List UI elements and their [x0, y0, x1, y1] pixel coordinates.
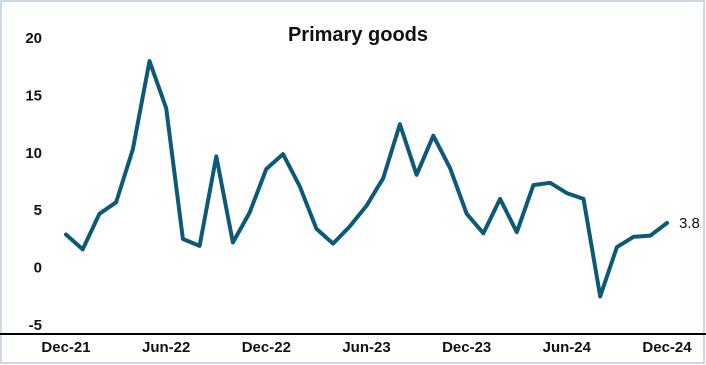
x-tick-label: Jun-23	[342, 339, 390, 356]
end-value-label: 3.8	[679, 215, 700, 232]
y-tick-label: 20	[25, 30, 42, 47]
chart-title: Primary goods	[288, 24, 428, 46]
x-tick-label: Dec-24	[642, 339, 692, 356]
y-axis-ticks: -5 0 5 10 15 20	[25, 30, 42, 334]
y-tick-label: 0	[34, 260, 42, 277]
y-tick-label: 15	[25, 87, 42, 104]
x-tick-label: Dec-22	[242, 339, 291, 356]
x-axis-ticks: Dec-21 Jun-22 Dec-22 Jun-23 Dec-23 Jun-24 Dec-…	[41, 339, 692, 356]
y-tick-label: -5	[29, 317, 42, 334]
y-tick-label: 5	[34, 202, 42, 219]
series-line	[64, 59, 669, 299]
x-tick-label: Dec-23	[442, 339, 491, 356]
y-tick-label: 10	[25, 145, 42, 162]
x-tick-label: Jun-22	[142, 339, 190, 356]
x-tick-label: Jun-24	[543, 339, 592, 356]
x-tick-label: Dec-21	[41, 339, 90, 356]
